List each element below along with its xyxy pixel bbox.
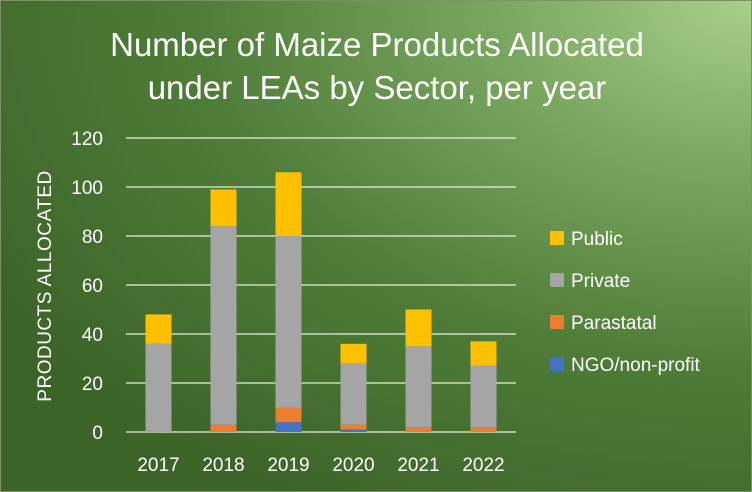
legend-item: Parastatal <box>550 313 657 334</box>
legend-item: NGO/non-profit <box>550 355 701 376</box>
bar-segment-private-2021 <box>405 346 432 428</box>
legend-item: Private <box>550 271 630 292</box>
bar-segment-ngo-non-profit-2019 <box>275 422 302 432</box>
legend-label: Parastatal <box>571 313 657 334</box>
bar-segment-parastatal-2018 <box>210 424 237 432</box>
legend-label: Public <box>571 229 623 250</box>
gridlines <box>126 137 516 433</box>
legend-label: Private <box>571 271 630 292</box>
bar-segment-private-2018 <box>210 226 237 425</box>
bar-segment-public-2018 <box>210 189 237 227</box>
bar-segment-private-2017 <box>145 343 172 432</box>
bar-segment-ngo-non-profit-2020 <box>340 429 367 432</box>
x-tick-label: 2018 <box>202 455 244 476</box>
x-tick-label: 2021 <box>397 455 439 476</box>
legend-label: NGO/non-profit <box>571 355 701 376</box>
x-tick-label: 2022 <box>462 455 504 476</box>
y-tick-label: 80 <box>82 227 103 248</box>
bars <box>145 172 497 432</box>
bar-segment-public-2019 <box>275 172 302 236</box>
bar-segment-parastatal-2021 <box>405 427 432 432</box>
bar-segment-parastatal-2022 <box>470 427 497 432</box>
x-tick-label: 2017 <box>137 455 179 476</box>
legend-swatch <box>550 231 564 245</box>
bar-segment-public-2022 <box>470 341 497 366</box>
bar-segment-private-2019 <box>275 236 302 408</box>
legend-item: Public <box>550 229 623 250</box>
bar-segment-private-2020 <box>340 363 367 425</box>
y-tick-label: 20 <box>82 374 103 395</box>
y-tick-label: 0 <box>92 423 103 444</box>
y-tick-label: 120 <box>71 129 103 150</box>
chart-title-line-2: under LEAs by Sector, per year <box>148 69 607 106</box>
bar-segment-public-2017 <box>145 314 172 344</box>
bar-segment-public-2020 <box>340 343 367 364</box>
chart-title-line-1: Number of Maize Products Allocated <box>110 26 644 63</box>
legend-swatch <box>550 357 564 371</box>
legend-swatch <box>550 273 564 287</box>
bar-segment-parastatal-2020 <box>340 424 367 430</box>
bar-segment-public-2021 <box>405 309 432 347</box>
y-tick-label: 60 <box>82 276 103 297</box>
bar-segment-private-2022 <box>470 365 497 428</box>
y-tick-label: 100 <box>71 178 103 199</box>
x-axis-ticks: 2017 2018 2019 2020 2021 2022 <box>137 455 504 476</box>
y-axis-label: PRODUCTS ALLOCATED <box>35 170 56 401</box>
x-tick-label: 2019 <box>267 455 309 476</box>
y-axis-ticks: 0 20 40 60 80 100 120 <box>71 129 103 444</box>
legend-swatch <box>550 315 564 329</box>
y-tick-label: 40 <box>82 325 103 346</box>
bar-segment-parastatal-2019 <box>275 407 302 423</box>
x-tick-label: 2020 <box>332 455 374 476</box>
legend: Public Private Parastatal NGO/non-profit <box>550 229 701 376</box>
